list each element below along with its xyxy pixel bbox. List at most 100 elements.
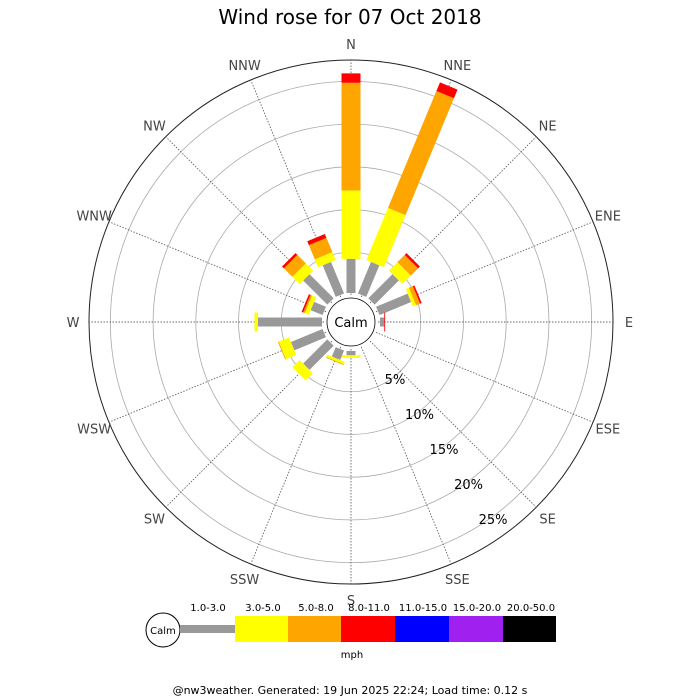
bar-segment-NE-3.0-5.0 xyxy=(388,262,411,285)
legend-units-label: mph xyxy=(341,650,363,661)
legend-label-11.0-15.0: 11.0-15.0 xyxy=(399,603,447,614)
bar-segment-WNW-1.0-3.0 xyxy=(310,301,326,316)
bar-segment-NNW-3.0-5.0 xyxy=(314,252,336,268)
bar-N xyxy=(341,73,361,293)
direction-spoke xyxy=(360,346,452,565)
direction-label-NNE: NNE xyxy=(444,59,472,74)
bar-E xyxy=(380,312,386,332)
bar-segment-WNW-8.0-11.0 xyxy=(301,294,311,313)
bar-W xyxy=(254,312,322,332)
bar-segment-N-8.0-11.0 xyxy=(341,73,361,83)
bar-segment-NNE-1.0-3.0 xyxy=(357,261,380,297)
bar-SW xyxy=(292,339,334,381)
radial-tick-label: 10% xyxy=(405,408,434,423)
legend-label-1.0-3.0: 1.0-3.0 xyxy=(190,603,225,614)
direction-label-NNW: NNW xyxy=(228,59,260,74)
legend-swatch-5.0-8.0 xyxy=(288,616,341,642)
direction-label-WSW: WSW xyxy=(77,422,111,437)
bar-segment-W-1.0-3.0 xyxy=(257,317,322,327)
legend-swatch-20.0-50.0 xyxy=(503,616,556,642)
legend-swatch-1.0-3.0 xyxy=(180,625,235,633)
bar-segment-N-1.0-3.0 xyxy=(346,258,356,293)
bar-segment-ENE-8.0-11.0 xyxy=(412,285,422,304)
calm-label: Calm xyxy=(334,316,367,331)
direction-spoke xyxy=(369,340,537,508)
bar-segment-NW-5.0-8.0 xyxy=(283,254,306,277)
bar-segment-NW-3.0-5.0 xyxy=(292,263,314,285)
direction-label-S: S xyxy=(347,594,355,609)
bar-segment-NNE-5.0-8.0 xyxy=(387,91,454,216)
bar-segment-E-1.0-3.0 xyxy=(380,317,385,327)
legend-swatch-3.0-5.0 xyxy=(235,616,288,642)
direction-label-W: W xyxy=(67,316,80,331)
direction-label-ESE: ESE xyxy=(595,422,620,437)
bar-NNE xyxy=(357,82,458,297)
bar-segment-W-3.0-5.0 xyxy=(254,312,258,332)
bar-segment-SSW-3.0-5.0 xyxy=(326,354,345,365)
legend-label-3.0-5.0: 3.0-5.0 xyxy=(245,603,280,614)
bar-segment-S-3.0-5.0 xyxy=(341,355,361,358)
bar-segment-NNW-1.0-3.0 xyxy=(322,261,345,297)
direction-spoke xyxy=(108,221,327,313)
bar-segment-SW-1.0-3.0 xyxy=(303,339,334,370)
chart-title: Wind rose for 07 Oct 2018 xyxy=(218,5,482,29)
bar-segment-NNE-8.0-11.0 xyxy=(436,82,458,99)
bar-segment-SSW-1.0-3.0 xyxy=(331,347,345,360)
legend-swatch-8.0-11.0 xyxy=(341,616,395,642)
footer-text: @nw3weather. Generated: 19 Jun 2025 22:2… xyxy=(172,684,528,697)
bar-segment-NW-8.0-11.0 xyxy=(282,253,298,269)
radial-tick-label: 20% xyxy=(454,478,483,493)
bar-SSW xyxy=(325,347,345,366)
legend-label-8.0-11.0: 8.0-11.0 xyxy=(348,603,390,614)
bar-NW xyxy=(282,253,334,305)
direction-label-SSW: SSW xyxy=(230,573,260,588)
direction-label-ENE: ENE xyxy=(595,210,621,225)
bar-segment-WSW-5.0-8.0 xyxy=(277,341,286,360)
direction-label-SSE: SSE xyxy=(445,573,470,588)
legend-swatch-11.0-15.0 xyxy=(395,616,449,642)
bar-segment-NE-8.0-11.0 xyxy=(404,253,420,269)
radial-tick-label: 25% xyxy=(479,513,508,528)
radial-tick-label: 5% xyxy=(385,373,406,388)
legend-label-15.0-20.0: 15.0-20.0 xyxy=(453,603,501,614)
direction-label-NW: NW xyxy=(143,119,166,134)
legend-label-5.0-8.0: 5.0-8.0 xyxy=(298,603,333,614)
bar-segment-SW-3.0-5.0 xyxy=(292,359,314,381)
direction-spoke xyxy=(375,331,594,423)
bar-segment-WSW-3.0-5.0 xyxy=(278,337,297,360)
bar-segment-WNW-3.0-5.0 xyxy=(304,295,317,315)
bar-segment-ENE-3.0-5.0 xyxy=(405,287,417,307)
bar-NNW xyxy=(307,233,345,297)
bar-S xyxy=(341,351,361,358)
bar-segment-NNW-5.0-8.0 xyxy=(308,237,333,260)
direction-label-SW: SW xyxy=(144,513,165,528)
bar-NE xyxy=(368,253,420,305)
bar-segment-N-3.0-5.0 xyxy=(341,190,361,259)
legend-label-20.0-50.0: 20.0-50.0 xyxy=(507,603,555,614)
bar-segment-WSW-1.0-3.0 xyxy=(290,328,326,351)
bar-segment-ENE-1.0-3.0 xyxy=(376,293,412,316)
bar-segment-N-5.0-8.0 xyxy=(341,82,361,191)
bar-segment-S-1.0-3.0 xyxy=(346,351,356,356)
radial-tick-label: 15% xyxy=(430,443,459,458)
direction-label-E: E xyxy=(625,316,633,331)
bar-segment-SSW-5.0-8.0 xyxy=(325,356,344,366)
labels: Calm N NNE NE ENE E ESE SE SSE S SSW SW WSW W WNW NW NNW… xyxy=(67,38,634,609)
direction-label-NE: NE xyxy=(539,119,557,134)
bar-WNW xyxy=(301,294,326,316)
bar-segment-ENE-5.0-8.0 xyxy=(408,286,421,306)
bar-segment-E-8.0-11.0 xyxy=(384,312,386,332)
bar-segment-NNW-8.0-11.0 xyxy=(307,233,327,246)
direction-label-N: N xyxy=(346,38,356,53)
legend-swatch-15.0-20.0 xyxy=(449,616,503,642)
bar-segment-NW-1.0-3.0 xyxy=(303,274,334,305)
legend-calm-label: Calm xyxy=(150,626,176,637)
bar-segment-NE-5.0-8.0 xyxy=(397,254,419,276)
direction-label-WNW: WNW xyxy=(76,210,112,225)
bar-segment-NNE-3.0-5.0 xyxy=(366,207,406,268)
bar-WSW xyxy=(277,328,326,360)
bars xyxy=(254,73,458,381)
legend: Calm 1.0-3.0 3.0-5.0 5.0-8.0 8.0-11.0 11.0-15… xyxy=(145,603,556,661)
bar-ENE xyxy=(376,285,422,316)
